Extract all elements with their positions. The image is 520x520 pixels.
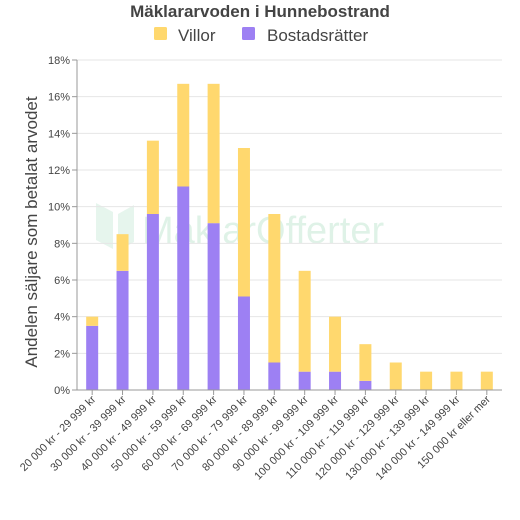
bar-villor[interactable] — [86, 316, 99, 326]
y-tick-label: 4% — [54, 312, 70, 324]
legend-label-villor[interactable]: Villor — [178, 26, 216, 45]
bar-villor[interactable] — [146, 140, 159, 214]
bar-villor[interactable] — [298, 270, 311, 372]
legend-swatch-bostadsratter — [242, 27, 255, 40]
bar-villor[interactable] — [480, 371, 493, 390]
bar-bostadsratter[interactable] — [86, 325, 99, 390]
y-tick-label: 8% — [54, 238, 70, 250]
bar-villor[interactable] — [420, 371, 433, 390]
bar-bostadsratter[interactable] — [207, 223, 220, 390]
bar-villor[interactable] — [268, 214, 281, 363]
bar-bostadsratter[interactable] — [177, 186, 190, 391]
y-tick-label: 10% — [48, 202, 70, 214]
bar-villor[interactable] — [359, 344, 372, 381]
y-tick-label: 6% — [54, 275, 70, 287]
legend[interactable]: Villor Bostadsrätter — [154, 26, 368, 45]
bar-bostadsratter[interactable] — [268, 362, 281, 391]
chart-title: Mäklararvoden i Hunnebostrand — [130, 2, 390, 21]
bar-villor[interactable] — [389, 362, 402, 391]
bar-bostadsratter[interactable] — [146, 214, 159, 390]
bar-villor[interactable] — [207, 83, 220, 224]
y-tick-label: 16% — [48, 92, 70, 104]
y-tick-label: 12% — [48, 165, 70, 177]
bars — [86, 83, 493, 391]
bar-bostadsratter[interactable] — [116, 270, 129, 390]
bar-bostadsratter[interactable] — [237, 296, 250, 391]
y-tick-label: 0% — [54, 385, 70, 397]
y-tick-label: 18% — [48, 55, 70, 67]
bar-bostadsratter[interactable] — [359, 380, 372, 390]
legend-label-bostadsratter[interactable]: Bostadsrätter — [267, 26, 368, 45]
bar-villor[interactable] — [450, 371, 463, 390]
bar-bostadsratter[interactable] — [329, 371, 342, 390]
y-tick-label: 14% — [48, 128, 70, 140]
bar-villor[interactable] — [237, 148, 250, 297]
bar-villor[interactable] — [329, 316, 342, 372]
y-axis-label: Andelen säljare som betalat arvodet — [22, 96, 41, 367]
y-tick-label: 2% — [54, 348, 70, 360]
legend-swatch-villor — [154, 27, 167, 40]
y-axis: 0% 2% 4% 6% 8% 10% 12% 14% 16% 18% — [48, 55, 78, 397]
bar-bostadsratter[interactable] — [298, 371, 311, 390]
bar-villor[interactable] — [177, 83, 190, 187]
bar-villor[interactable] — [116, 234, 129, 271]
